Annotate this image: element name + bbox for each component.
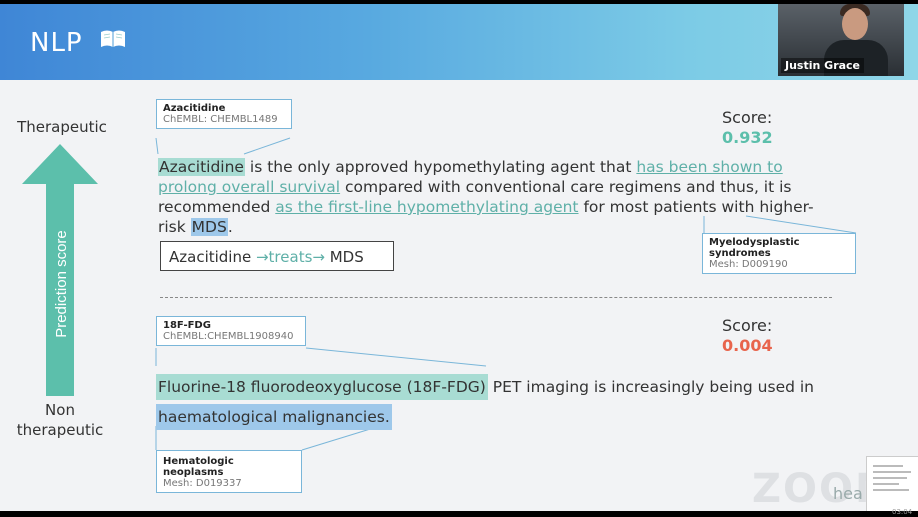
disease-mention: haematological malignancies. — [156, 404, 392, 430]
score-label-2: Score: — [722, 316, 773, 335]
disease-name: Hematologic neoplasms — [163, 456, 234, 478]
disease-entity-card-hematologic: Hematologic neoplasms Mesh: D019337 — [156, 450, 302, 493]
annotation-leader-lines — [155, 137, 857, 451]
non-therapeutic-label: Non therapeutic — [10, 400, 110, 440]
drug-id: ChEMBL: CHEMBL1489 — [163, 114, 278, 125]
sentence-text: compared with conventional care regimens… — [158, 178, 792, 216]
relation-triple-box: Azacitidine →treats→ MDS — [160, 241, 394, 271]
example-sentence-2: Fluorine-18 fluorodeoxyglucose (18F-FDG)… — [156, 372, 836, 432]
sentence-text: . — [227, 218, 233, 236]
shared-screen-thumbnail[interactable] — [866, 456, 918, 511]
disease-name-line1: Myelodysplastic — [709, 237, 800, 248]
participant-face — [842, 8, 868, 40]
participant-body — [824, 40, 888, 76]
non-therapeutic-line2: therapeutic — [16, 421, 104, 439]
recording-clock: 03:04 — [892, 508, 913, 516]
disease-id: Mesh: D019337 — [163, 478, 242, 489]
book-icon — [100, 26, 126, 56]
prediction-score-arrow: Prediction score — [22, 144, 98, 396]
sentence-text: PET imaging is increasingly being used i… — [487, 378, 815, 396]
disease-mention: MDS — [190, 218, 228, 236]
drug-entity-card-azacitidine: Azacitidine ChEMBL: CHEMBL1489 — [156, 99, 292, 129]
participant-video-tile[interactable]: Justin Grace — [778, 4, 904, 76]
slide-header-banner: NLP — [0, 4, 918, 80]
evidence-link-2[interactable]: as the first-line hypomethylating agent — [275, 198, 579, 216]
non-therapeutic-line1: Non — [45, 401, 75, 419]
slide-title: NLP — [30, 26, 126, 58]
score-label-1: Score: — [722, 108, 773, 127]
relation-object: MDS — [324, 248, 364, 266]
drug-mention: Fluorine-18 fluorodeoxyglucose (18F-FDG) — [156, 374, 488, 400]
prediction-score-label: Prediction score — [53, 230, 70, 338]
score-value-1: 0.932 — [722, 128, 773, 147]
therapeutic-label: Therapeutic — [17, 118, 107, 136]
disease-id: Mesh: D009190 — [709, 259, 788, 270]
participant-name: Justin Grace — [781, 58, 865, 73]
drug-name: 18F-FDG — [163, 320, 211, 331]
presentation-slide: NLP Justin Grace Therapeutic Prediction … — [0, 4, 918, 511]
disease-entity-card-mds: Myelodysplastic syndromes Mesh: D009190 — [702, 233, 856, 274]
drug-mention: Azacitidine — [158, 158, 245, 176]
score-value-2: 0.004 — [722, 336, 773, 355]
relation-subject: Azacitidine — [169, 248, 256, 266]
disease-name-line2: syndromes — [709, 248, 771, 259]
slide-title-text: NLP — [30, 28, 83, 58]
sentence-text: for most patients with higher-risk — [158, 198, 814, 236]
drug-entity-card-18f-fdg: 18F-FDG ChEMBL:CHEMBL1908940 — [156, 316, 306, 346]
drug-name: Azacitidine — [163, 103, 226, 114]
relation-predicate: →treats→ — [255, 248, 325, 266]
cut-off-footer-text: hea — [833, 484, 863, 503]
evidence-link-1[interactable]: has been shown to prolong overall surviv… — [158, 158, 783, 196]
drug-id: ChEMBL:CHEMBL1908940 — [163, 331, 294, 342]
section-divider — [160, 297, 832, 298]
example-sentence-1: Azacitidine is the only approved hypomet… — [158, 157, 838, 237]
sentence-text: is the only approved hypomethylating age… — [244, 158, 637, 176]
